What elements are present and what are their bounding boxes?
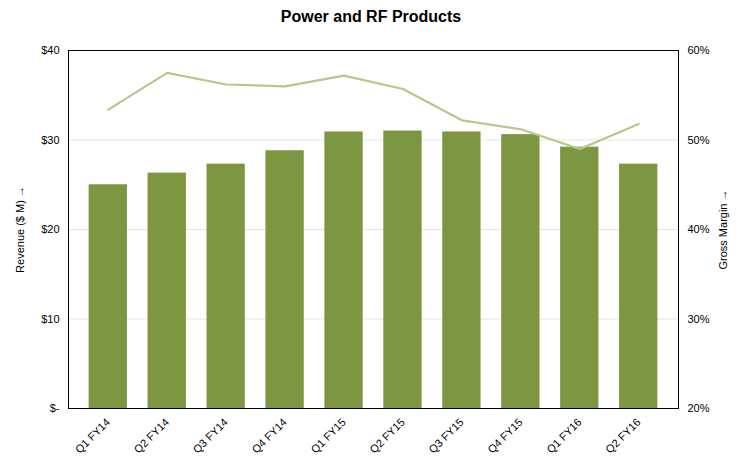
svg-text:$20: $20 (41, 223, 59, 235)
svg-text:Q2 FY16: Q2 FY16 (603, 416, 643, 456)
svg-text:Q4 FY14: Q4 FY14 (249, 416, 289, 456)
svg-text:Q1 FY16: Q1 FY16 (544, 416, 584, 456)
svg-text:40%: 40% (688, 223, 710, 235)
svg-text:$40: $40 (41, 44, 59, 56)
svg-text:60%: 60% (688, 44, 710, 56)
svg-text:Q1 FY14: Q1 FY14 (73, 416, 113, 456)
svg-text:Q3 FY14: Q3 FY14 (190, 416, 230, 456)
svg-text:30%: 30% (688, 313, 710, 325)
svg-text:$10: $10 (41, 313, 59, 325)
html-text:Power and RF Products: Power and RF Products (280, 8, 462, 25)
svg-text:Q4 FY15: Q4 FY15 (485, 416, 525, 456)
svg-text:$30: $30 (41, 134, 59, 146)
svg-text:Revenue ($ M) →: Revenue ($ M) → (14, 186, 26, 273)
svg-text:Q2 FY14: Q2 FY14 (132, 416, 172, 456)
svg-text:50%: 50% (688, 134, 710, 146)
svg-text:Q1 FY15: Q1 FY15 (308, 416, 348, 456)
svg-text:Q2 FY15: Q2 FY15 (367, 416, 407, 456)
svg-text:Gross Margin →: Gross Margin → (717, 189, 729, 269)
svg-text:Q3 FY15: Q3 FY15 (426, 416, 466, 456)
svg-text:$-: $- (50, 402, 60, 414)
svg-text:20%: 20% (688, 402, 710, 414)
